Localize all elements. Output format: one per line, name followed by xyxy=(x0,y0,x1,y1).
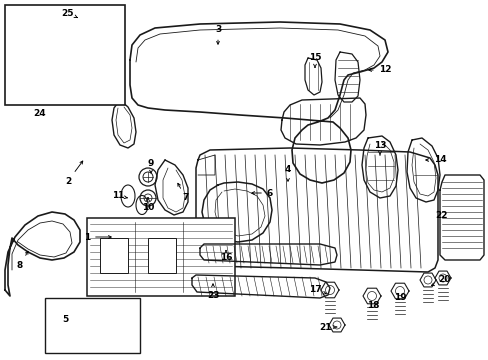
Text: 20: 20 xyxy=(430,275,449,285)
Text: 24: 24 xyxy=(34,108,46,117)
Text: 4: 4 xyxy=(284,166,290,181)
Text: 22: 22 xyxy=(435,211,447,220)
Text: 17: 17 xyxy=(308,285,326,294)
Bar xyxy=(5,5,125,105)
Text: 7: 7 xyxy=(178,183,189,202)
Text: 14: 14 xyxy=(425,156,446,165)
Text: 10: 10 xyxy=(142,198,154,212)
Bar xyxy=(45,298,140,353)
Text: 12: 12 xyxy=(368,66,390,75)
Bar xyxy=(148,238,176,273)
Text: 2: 2 xyxy=(65,161,82,185)
Text: 5: 5 xyxy=(62,315,68,324)
Text: 18: 18 xyxy=(366,301,379,310)
Text: 16: 16 xyxy=(219,251,232,262)
Text: 8: 8 xyxy=(17,251,28,270)
Text: 21: 21 xyxy=(318,323,336,332)
Text: 6: 6 xyxy=(251,189,273,198)
Text: 11: 11 xyxy=(112,192,127,201)
Text: 3: 3 xyxy=(214,26,221,44)
Text: 15: 15 xyxy=(308,53,321,67)
Text: 25: 25 xyxy=(61,9,77,18)
Bar xyxy=(87,218,235,296)
Text: 1: 1 xyxy=(84,233,111,242)
Bar xyxy=(100,238,128,273)
Text: 9: 9 xyxy=(147,159,154,173)
Text: 19: 19 xyxy=(393,293,406,302)
Text: 23: 23 xyxy=(206,284,219,300)
Text: 13: 13 xyxy=(373,140,386,155)
